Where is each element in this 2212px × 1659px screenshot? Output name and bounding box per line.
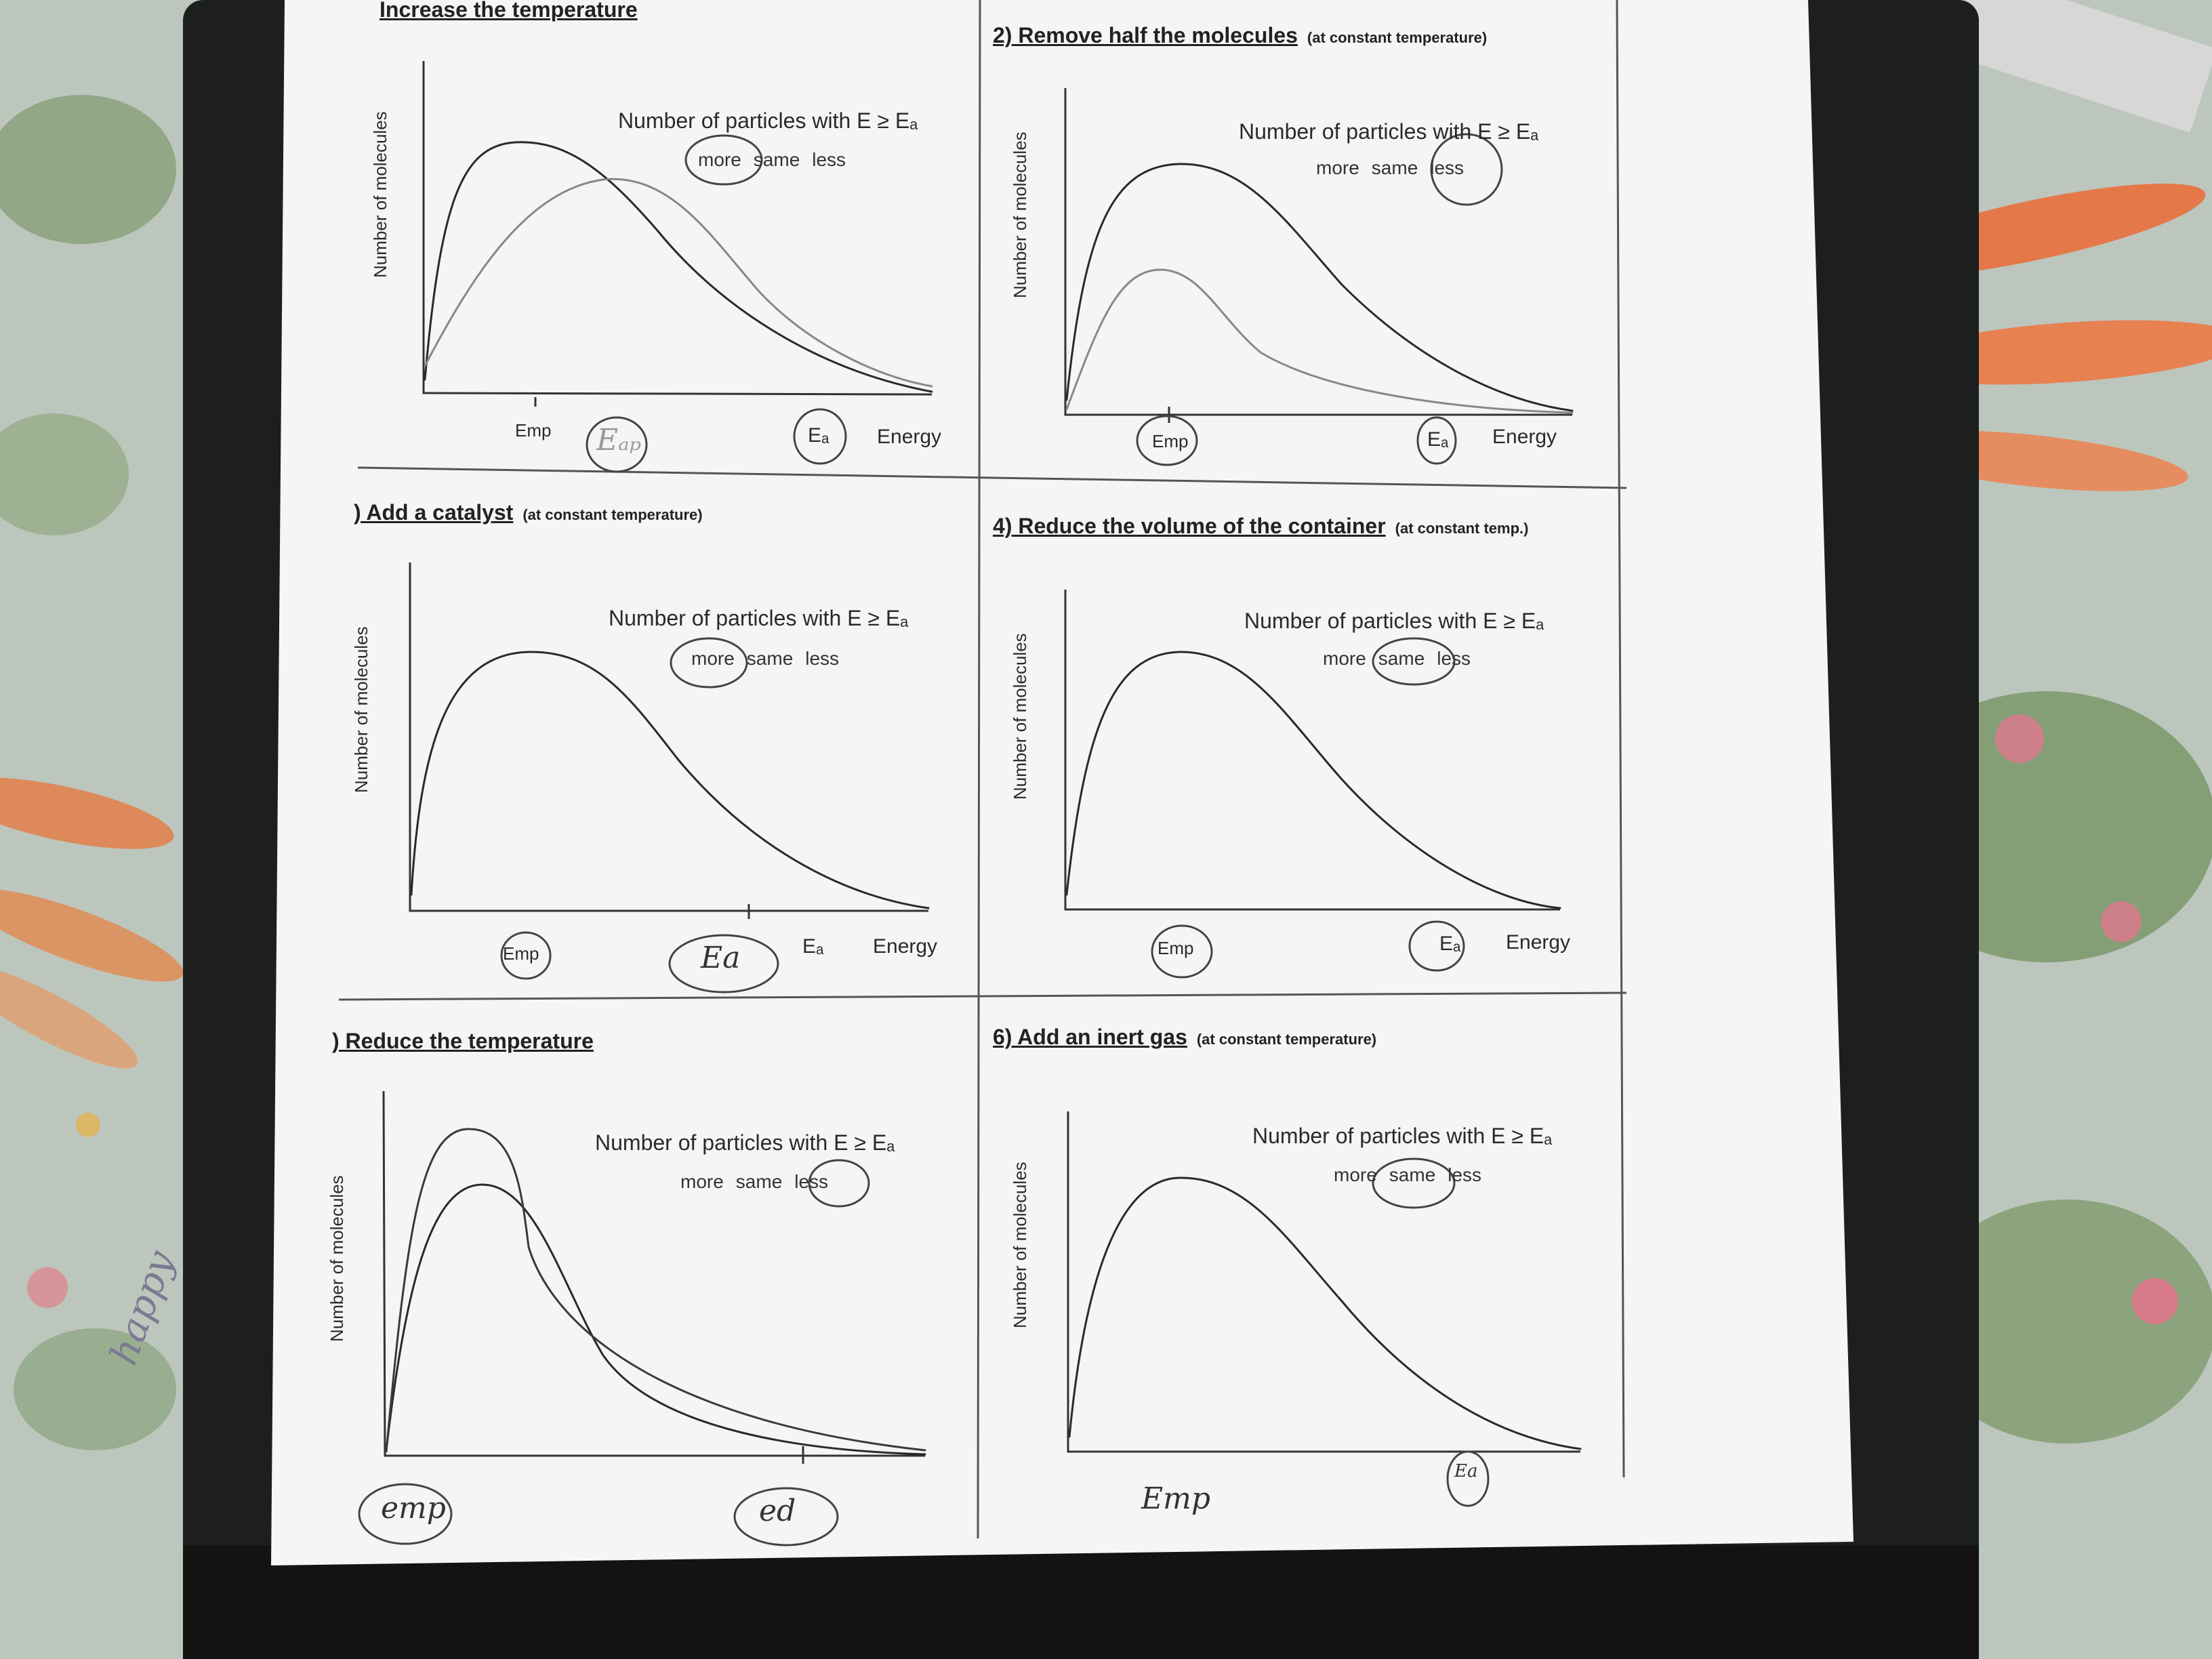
choices-4: more same less [1323,648,1483,670]
particles-question-4: Number of particles with E ≥ Eₐ [1244,609,1544,633]
answer-circle-1 [684,134,763,186]
choice-same[interactable]: same [1371,157,1418,178]
choice-more[interactable]: more [680,1171,724,1192]
handwritten-ea-6: Ea [1454,1461,1478,1481]
panel-title-1: Increase the temperature [380,0,638,22]
choices-3: more same less [691,648,851,670]
emp-label-1: Emp [515,420,552,441]
emp-label-4: Emp [1158,938,1194,958]
particles-question-1: Number of particles with E ≥ Eₐ [618,108,918,133]
handwritten-emp-6: Emp [1141,1481,1211,1516]
tablecloth-flowers-left [0,95,184,1450]
handwritten-ea-1: Eₐₚ [596,423,642,457]
choice-less[interactable]: less [794,1171,829,1192]
answer-circle-6 [1372,1158,1456,1209]
choice-less[interactable]: less [1437,648,1471,669]
particles-question-2: Number of particles with E ≥ Eₐ [1239,119,1539,144]
choice-less[interactable]: less [1448,1164,1482,1185]
choices-5: more same less [680,1171,840,1193]
energy-label-1: Energy [877,426,942,448]
choice-less[interactable]: less [812,149,846,170]
choice-less[interactable]: less [805,648,840,669]
energy-label-4: Energy [1506,931,1571,954]
choice-more[interactable]: more [1323,648,1366,669]
choice-less[interactable]: less [1430,157,1465,178]
y-axis-label-6: Number of molecules [1010,1162,1030,1328]
choice-same[interactable]: same [753,149,800,170]
choices-1: more same less [698,149,858,171]
choice-same[interactable]: same [735,1171,783,1192]
y-axis-label-1: Number of molecules [370,111,390,278]
answer-circle-2 [1430,133,1503,206]
y-axis-label-3: Number of molecules [351,626,371,793]
panel-title-4: 4) Reduce the volume of the container (at… [993,514,1529,538]
choice-same[interactable]: same [1389,1164,1436,1185]
ea-label-3: Eₐ [802,935,824,958]
energy-label-2: Energy [1492,426,1557,448]
y-axis-label-5: Number of molecules [327,1175,347,1342]
handwritten-ed-5: ed [759,1494,796,1528]
ea-label-1: Eₐ [808,424,830,447]
particles-question-5: Number of particles with E ≥ Eₐ [595,1130,895,1155]
answer-circle-5 [808,1159,870,1208]
panel-title-5: ) Reduce the temperature [332,1029,594,1053]
panel-title-3: ) Add a catalyst (at constant temperature… [354,500,703,525]
emp-label-3: Emp [503,943,539,964]
choices-2: more same less [1316,157,1476,179]
choice-more[interactable]: more [1316,157,1359,178]
choices-6: more same less [1334,1164,1494,1186]
choice-more[interactable]: more [1334,1164,1377,1185]
y-axis-label-2: Number of molecules [1010,131,1030,298]
panel-title-2: 2) Remove half the molecules (at constant… [993,23,1488,47]
particles-question-3: Number of particles with E ≥ Eₐ [609,606,909,630]
choice-same[interactable]: same [1378,648,1425,669]
panel-title-6: 6) Add an inert gas (at constant temperat… [993,1025,1377,1049]
handwritten-ea-3: Ea [701,941,741,975]
worksheet-paper [271,0,1853,1565]
handwritten-emp-5: emp [381,1491,446,1525]
answer-circle-3 [670,637,748,689]
particles-question-6: Number of particles with E ≥ Eₐ [1252,1124,1553,1148]
y-axis-label-4: Number of molecules [1010,633,1030,800]
choice-more[interactable]: more [691,648,735,669]
choice-more[interactable]: more [698,149,741,170]
energy-label-3: Energy [873,935,938,958]
choice-same[interactable]: same [746,648,794,669]
emp-label-2: Emp [1152,431,1189,451]
answer-circle-4 [1372,637,1456,686]
ea-label-2: Eₐ [1427,428,1449,451]
ea-label-4: Eₐ [1439,933,1461,955]
